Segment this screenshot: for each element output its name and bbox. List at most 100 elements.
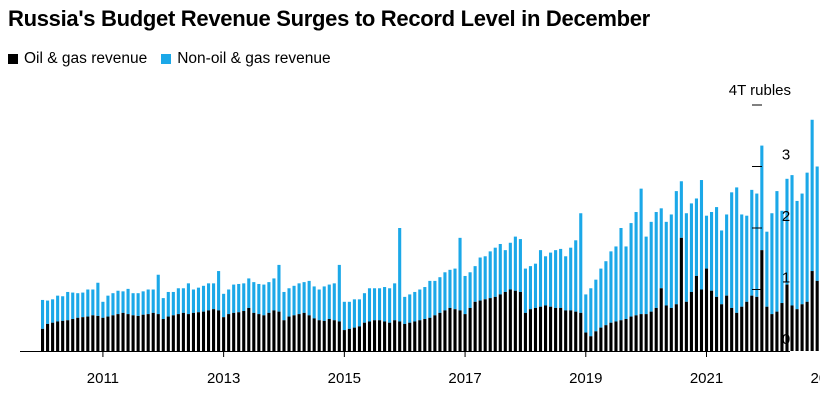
bar-oil-gas-2018-09 bbox=[564, 310, 568, 351]
bar-oil-gas-2011-05 bbox=[121, 312, 125, 351]
bar-non-oil-gas-2012-06 bbox=[186, 283, 190, 315]
bar-oil-gas-2021-11 bbox=[755, 296, 759, 351]
bar-oil-gas-2014-05 bbox=[302, 312, 306, 351]
bar-oil-gas-2021-03 bbox=[715, 296, 719, 351]
bar-oil-gas-2019-06 bbox=[609, 322, 613, 351]
legend-label-oil-gas: Oil & gas revenue bbox=[24, 50, 148, 67]
bar-non-oil-gas-2019-11 bbox=[634, 212, 638, 316]
bar-oil-gas-2020-05 bbox=[664, 305, 668, 351]
bar-non-oil-gas-2012-07 bbox=[191, 289, 195, 313]
bar-non-oil-gas-2012-02 bbox=[166, 291, 170, 317]
bar-non-oil-gas-2014-10 bbox=[327, 284, 331, 320]
bar-non-oil-gas-2021-01 bbox=[704, 215, 709, 269]
bar-non-oil-gas-2011-06 bbox=[126, 288, 130, 315]
bar-oil-gas-2012-05 bbox=[181, 312, 185, 351]
bar-oil-gas-2013-04 bbox=[237, 312, 241, 351]
legend-label-non-oil-gas: Non-oil & gas revenue bbox=[177, 50, 331, 67]
bar-non-oil-gas-2022-04 bbox=[780, 210, 784, 304]
bar-non-oil-gas-2012-03 bbox=[171, 291, 175, 316]
bar-oil-gas-2013-11 bbox=[272, 310, 276, 351]
bar-non-oil-gas-2011-07 bbox=[131, 293, 135, 316]
bar-oil-gas-2020-11 bbox=[694, 275, 698, 351]
bar-oil-gas-2010-01 bbox=[41, 328, 45, 351]
bar-non-oil-gas-2016-04 bbox=[418, 289, 422, 321]
bar-oil-gas-2018-08 bbox=[559, 307, 563, 351]
bar-oil-gas-2018-07 bbox=[554, 307, 558, 351]
bar-oil-gas-2016-04 bbox=[418, 320, 422, 351]
bar-non-oil-gas-2019-05 bbox=[604, 261, 608, 326]
bar-oil-gas-2021-12 bbox=[760, 250, 764, 351]
bar-non-oil-gas-2016-03 bbox=[413, 291, 417, 322]
bar-non-oil-gas-2017-10 bbox=[508, 242, 512, 290]
bar-non-oil-gas-2014-06 bbox=[307, 280, 311, 316]
bar-oil-gas-2021-07 bbox=[735, 312, 739, 351]
bar-oil-gas-2018-02 bbox=[528, 309, 533, 351]
bar-non-oil-gas-2015-08 bbox=[378, 288, 382, 321]
bar-oil-gas-2013-03 bbox=[232, 312, 236, 351]
bar-non-oil-gas-2022-06 bbox=[790, 175, 794, 306]
bar-non-oil-gas-2021-06 bbox=[730, 192, 734, 308]
bar-oil-gas-2022-04 bbox=[780, 303, 784, 351]
bar-oil-gas-2012-06 bbox=[186, 314, 190, 351]
bar-oil-gas-2016-12 bbox=[458, 310, 462, 351]
legend-swatch-oil-gas bbox=[8, 54, 18, 64]
bar-non-oil-gas-2014-09 bbox=[322, 286, 326, 321]
bar-non-oil-gas-2015-09 bbox=[383, 287, 387, 322]
bar-oil-gas-2018-03 bbox=[533, 307, 538, 351]
bar-oil-gas-2019-05 bbox=[604, 325, 608, 351]
bar-oil-gas-2019-09 bbox=[624, 319, 628, 351]
bar-non-oil-gas-2020-04 bbox=[659, 208, 663, 289]
bar-oil-gas-2018-01 bbox=[523, 312, 527, 351]
bar-oil-gas-2020-06 bbox=[669, 307, 673, 351]
bar-non-oil-gas-2020-05 bbox=[664, 221, 668, 306]
bar-non-oil-gas-2022-01 bbox=[765, 231, 769, 307]
bar-oil-gas-2012-07 bbox=[191, 312, 195, 351]
bar-non-oil-gas-2018-12 bbox=[579, 213, 583, 313]
bar-oil-gas-2016-10 bbox=[448, 307, 452, 351]
bar-non-oil-gas-2017-04 bbox=[478, 257, 482, 301]
bar-oil-gas-2019-03 bbox=[594, 331, 598, 351]
bar-non-oil-gas-2013-12 bbox=[277, 264, 281, 312]
legend-item-non-oil-gas: Non-oil & gas revenue bbox=[161, 50, 331, 68]
bar-oil-gas-2011-09 bbox=[141, 314, 145, 351]
bar-oil-gas-2012-04 bbox=[176, 314, 180, 351]
bar-oil-gas-2020-10 bbox=[689, 291, 693, 351]
bar-non-oil-gas-2014-03 bbox=[292, 285, 296, 316]
bar-non-oil-gas-2013-10 bbox=[267, 282, 271, 313]
bar-oil-gas-2019-01 bbox=[584, 332, 588, 351]
bar-non-oil-gas-2011-05 bbox=[121, 291, 125, 313]
bar-oil-gas-2014-08 bbox=[317, 320, 321, 351]
bar-oil-gas-2012-12 bbox=[217, 310, 221, 351]
bar-non-oil-gas-2021-12 bbox=[760, 145, 764, 251]
bar-oil-gas-2016-05 bbox=[423, 319, 427, 351]
bar-oil-gas-2010-02 bbox=[46, 323, 50, 351]
bar-oil-gas-2011-04 bbox=[116, 314, 120, 351]
bar-oil-gas-2015-06 bbox=[367, 321, 372, 351]
bar-non-oil-gas-2015-11 bbox=[393, 283, 397, 321]
bar-non-oil-gas-2011-08 bbox=[136, 293, 140, 316]
y-tick-label-3: 3 bbox=[782, 147, 790, 164]
bar-oil-gas-2014-03 bbox=[292, 315, 296, 351]
bar-non-oil-gas-2021-03 bbox=[715, 207, 719, 297]
bar-non-oil-gas-2012-11 bbox=[212, 283, 216, 310]
x-tick-label-2019: 2019 bbox=[569, 370, 602, 387]
bar-oil-gas-2020-02 bbox=[649, 311, 653, 351]
bar-non-oil-gas-2013-05 bbox=[242, 283, 246, 312]
bar-non-oil-gas-2019-02 bbox=[589, 288, 593, 337]
bar-oil-gas-2019-07 bbox=[614, 321, 618, 351]
bar-non-oil-gas-2012-01 bbox=[161, 298, 165, 320]
bar-non-oil-gas-2010-11 bbox=[91, 289, 95, 316]
y-tick-label-1: 1 bbox=[782, 270, 790, 287]
bar-oil-gas-2010-05 bbox=[61, 320, 65, 351]
bar-non-oil-gas-2015-03 bbox=[352, 299, 356, 328]
bar-oil-gas-2021-10 bbox=[750, 295, 754, 351]
bar-non-oil-gas-2021-08 bbox=[740, 214, 744, 307]
bar-oil-gas-2012-09 bbox=[201, 311, 206, 351]
bar-non-oil-gas-2015-10 bbox=[388, 288, 392, 323]
bar-oil-gas-2020-04 bbox=[659, 288, 663, 351]
bar-oil-gas-2016-01 bbox=[403, 323, 407, 351]
bar-non-oil-gas-2022-02 bbox=[770, 213, 774, 315]
bar-oil-gas-2022-05 bbox=[785, 284, 789, 351]
bar-oil-gas-2013-08 bbox=[257, 314, 261, 351]
bar-non-oil-gas-2022-11 bbox=[815, 166, 819, 281]
